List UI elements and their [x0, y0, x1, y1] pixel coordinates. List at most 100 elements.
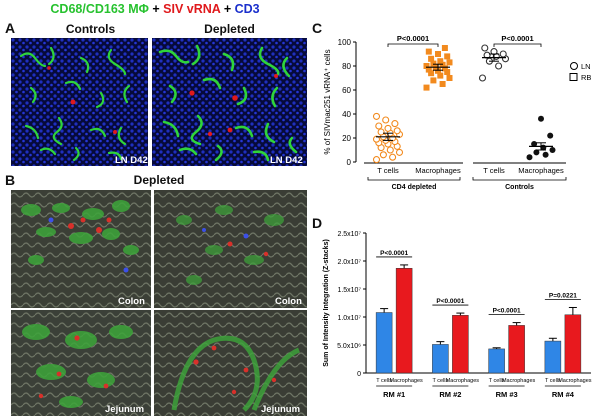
c-x-tick-label: T cells — [377, 166, 399, 175]
d-y-tick-label: 0 — [357, 371, 361, 378]
title-plus-1: + — [148, 2, 164, 16]
c-data-point — [379, 151, 387, 159]
d-bar-macrophages — [452, 315, 469, 374]
c-data-point — [435, 67, 441, 74]
c-data-point — [526, 154, 533, 161]
d-group-label: RM #3 — [496, 390, 518, 399]
c-data-point — [425, 66, 432, 73]
c-data-point — [446, 75, 453, 81]
c-data-point — [439, 81, 446, 87]
d-bar-label: T cells — [489, 378, 505, 384]
d-y-tick-label: 1.5x10⁷ — [337, 287, 361, 294]
c-data-point — [531, 141, 538, 147]
micrograph-ln-controls — [11, 38, 148, 166]
d-bar-label: T cells — [376, 378, 392, 384]
figure-title: CD68/CD163 MΦ + SIV vRNA + CD3 — [0, 2, 310, 16]
c-y-tick-label: 40 — [342, 110, 351, 119]
c-legend-marker — [569, 73, 578, 81]
d-y-tick-label: 5.0x10⁶ — [337, 343, 361, 350]
micrograph-ln-depleted — [152, 38, 307, 166]
c-data-point — [391, 120, 399, 128]
panel-d-letter: D — [312, 215, 323, 231]
c-data-point — [372, 156, 381, 164]
c-data-point — [538, 115, 544, 122]
c-data-point — [372, 135, 381, 143]
panel-b-depleted-label: Depleted — [133, 173, 185, 187]
d-bar-label: T cells — [432, 378, 448, 384]
d-group-label: RM #2 — [439, 390, 461, 399]
d-bar-tcells — [544, 340, 562, 374]
c-data-point — [389, 153, 397, 161]
c-data-point — [499, 50, 507, 58]
c-y-tick-label: 60 — [342, 86, 351, 95]
panel-a-letter: A — [5, 20, 16, 36]
c-data-point — [423, 63, 430, 69]
micrograph-ln-controls-art — [11, 38, 148, 166]
c-legend-marker — [570, 62, 578, 70]
d-bar-label: T cells — [545, 378, 561, 384]
micrograph-jejunum-2-art — [154, 310, 307, 416]
c-x-tick-label: Macrophages — [415, 166, 461, 175]
title-siv: SIV vRNA — [163, 2, 221, 16]
d-bar-label: Macrophages — [446, 378, 480, 384]
c-y-tick-label: 100 — [338, 38, 352, 47]
c-data-point — [446, 59, 453, 66]
c-data-point — [384, 124, 392, 132]
c-group-bracket — [472, 177, 567, 181]
c-data-point — [386, 146, 394, 154]
panel-b-letter: B — [5, 172, 16, 188]
d-pvalue-label: P=0.0221 — [549, 292, 577, 299]
c-data-point — [423, 84, 430, 91]
d-bar-tcells — [375, 312, 393, 374]
title-cd68: CD68/CD163 MΦ — [50, 2, 149, 16]
c-data-point — [425, 48, 432, 55]
panel-d-bar-chart: 0 5.0x10⁶ 1.0x10⁷ 1.5x10⁷ 2.0x10⁷ 2.5x10⁷ Sum … — [323, 231, 592, 399]
panel-a-controls-label: Controls — [65, 22, 116, 36]
panel-a-depleted-label: Depleted — [204, 22, 255, 36]
c-data-point — [372, 112, 381, 120]
c-data-point — [549, 147, 556, 153]
title-cd3: CD3 — [234, 2, 260, 16]
c-y-tick-label: 20 — [342, 134, 351, 143]
c-data-point — [547, 132, 554, 139]
panel-c-letter: C — [312, 20, 323, 36]
micrograph-colon-1-art — [11, 190, 151, 308]
c-x-tick-label: T cells — [483, 166, 505, 175]
c-data-point — [439, 61, 446, 68]
micrograph-jejunum-1-art — [11, 310, 151, 416]
ln-controls-tag: LN D42 — [115, 155, 148, 166]
c-y-axis-label: % of SIVmac251 vRNA⁺ cells — [323, 49, 332, 154]
jejunum-tag-1: Jejunum — [105, 404, 145, 415]
c-group-label: CD4 depleted — [392, 184, 437, 191]
c-legend-label: RB — [581, 73, 591, 82]
c-comparison-bracket — [493, 43, 542, 47]
c-data-point — [377, 128, 385, 136]
d-y-tick-label: 2.5x10⁷ — [337, 231, 361, 238]
c-data-point — [444, 53, 451, 60]
ln-depleted-tag: LN D42 — [270, 155, 303, 166]
c-data-point — [428, 55, 435, 62]
c-x-tick-label: Macrophages — [518, 166, 564, 175]
c-data-point — [430, 77, 437, 84]
c-data-point — [435, 51, 441, 57]
micrograph-colon-2-art — [154, 190, 307, 308]
c-data-point — [441, 45, 448, 51]
c-data-point — [444, 69, 451, 75]
colon-tag-2: Colon — [275, 296, 302, 307]
c-data-point — [375, 122, 383, 130]
d-y-tick-label: 1.0x10⁷ — [337, 315, 361, 322]
d-bar-tcells — [488, 348, 505, 374]
d-y-axis-label: Sum of Intensity Integration (Z-stacks) — [323, 239, 330, 367]
d-pvalue-label: P<0.0001 — [380, 250, 408, 257]
d-bar-label: Macrophages — [389, 378, 423, 384]
c-legend-label: LN — [581, 62, 591, 71]
panel-c-scatter-chart: 0 20 40 60 80 100 % of SIVmac251 vRNA⁺ cells T … — [323, 34, 591, 191]
d-bar-macrophages — [395, 268, 413, 374]
c-data-point — [542, 151, 549, 158]
c-comparison-label: P<0.0001 — [397, 34, 429, 43]
c-group-bracket — [367, 177, 461, 181]
d-group-label: RM #1 — [383, 390, 405, 399]
d-bar-macrophages — [564, 314, 582, 374]
d-bar-label: Macrophages — [558, 378, 592, 384]
c-data-point — [428, 70, 435, 77]
